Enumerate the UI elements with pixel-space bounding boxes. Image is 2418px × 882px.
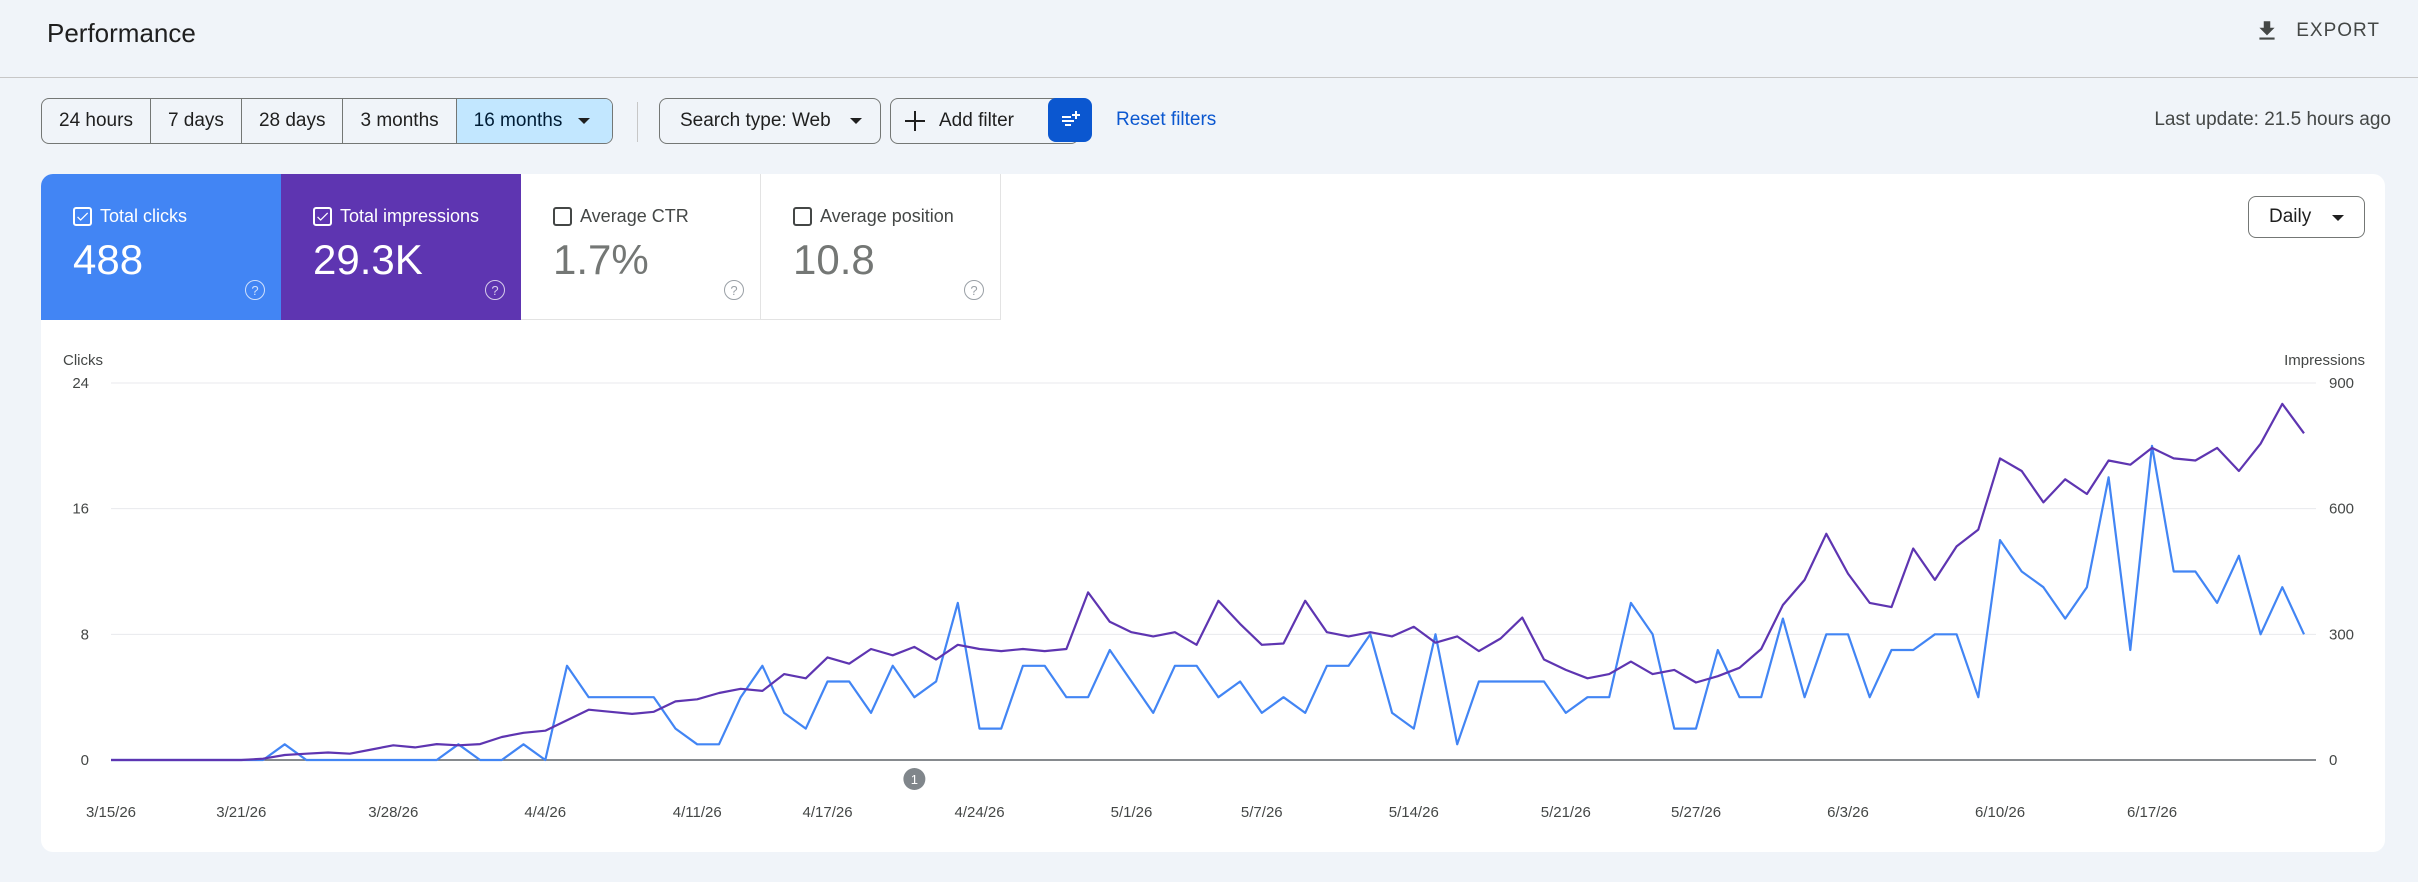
- x-tick-label: 4/17/26: [803, 804, 853, 821]
- divider: [637, 102, 638, 142]
- x-tick-label: 5/27/26: [1671, 804, 1721, 821]
- add-filter-button[interactable]: Add filter: [890, 98, 1079, 144]
- granularity-label: Daily: [2269, 206, 2312, 227]
- annotation-marker: [903, 768, 926, 790]
- metric-value: 1.7%: [553, 236, 649, 283]
- x-tick-label: 3/21/26: [216, 804, 266, 821]
- x-tick-label: 6/3/26: [1827, 804, 1869, 821]
- search-type-dropdown[interactable]: Search type: Web: [659, 98, 881, 144]
- x-tick-label: 4/4/26: [524, 804, 566, 821]
- page-title: Performance: [47, 18, 196, 48]
- caret-down-icon: [850, 118, 862, 124]
- last-update-text: Last update: 21.5 hours ago: [2154, 109, 2391, 130]
- metric-label: Total impressions: [340, 206, 480, 226]
- y2-tick-label: 900: [2329, 375, 2354, 392]
- metric-total-clicks[interactable]: Total clicks 488 ?: [41, 174, 281, 320]
- export-button[interactable]: EXPORT: [2254, 18, 2380, 44]
- y-axis-title-left: Clicks: [63, 352, 103, 369]
- reset-filters-link[interactable]: Reset filters: [1116, 109, 1217, 130]
- range-16-months-label: 16 months: [473, 110, 563, 131]
- y2-tick-label: 300: [2329, 626, 2354, 643]
- range-24-hours[interactable]: 24 hours: [42, 99, 151, 143]
- metric-average-ctr[interactable]: Average CTR 1.7% ?: [521, 174, 761, 320]
- y2-tick-label: 0: [2329, 752, 2337, 769]
- y-tick-label: 8: [81, 626, 89, 643]
- export-label: EXPORT: [2296, 20, 2380, 41]
- metric-value: 10.8: [793, 236, 875, 283]
- x-tick-label: 5/14/26: [1389, 804, 1439, 821]
- range-16-months[interactable]: 16 months: [456, 99, 613, 143]
- x-tick-label: 5/7/26: [1241, 804, 1283, 821]
- filter-bar: 24 hours 7 days 28 days 3 months 16 mont…: [41, 98, 2391, 144]
- x-tick-label: 4/11/26: [673, 804, 722, 821]
- x-tick-label: 6/17/26: [2127, 804, 2177, 821]
- impressions-series-line: [111, 402, 2305, 762]
- plus-icon: [905, 111, 925, 131]
- metric-value: 29.3K: [313, 236, 423, 283]
- help-icon[interactable]: ?: [485, 280, 505, 300]
- check-icon: [317, 212, 329, 221]
- checkbox-checked[interactable]: [73, 207, 92, 226]
- y-tick-label: 16: [72, 501, 89, 518]
- help-icon[interactable]: ?: [245, 280, 265, 300]
- range-3-months[interactable]: 3 months: [343, 99, 457, 143]
- y2-tick-label: 600: [2329, 501, 2354, 518]
- filter-settings-button[interactable]: [1048, 98, 1092, 142]
- metric-value: 488: [73, 236, 144, 283]
- date-range-selector: 24 hours 7 days 28 days 3 months 16 mont…: [41, 98, 614, 144]
- y-tick-label: 24: [72, 375, 89, 392]
- check-icon: [77, 212, 89, 221]
- add-filter-label: Add filter: [939, 110, 1014, 131]
- metric-total-impressions[interactable]: Total impressions 29.3K ?: [281, 174, 521, 320]
- checkbox-unchecked[interactable]: [793, 207, 812, 226]
- metric-label: Average CTR: [580, 206, 689, 226]
- annotation-label: 1: [911, 772, 918, 787]
- caret-down-icon: [578, 118, 591, 124]
- caret-down-icon: [2332, 215, 2344, 221]
- clicks-series-line: [111, 444, 2305, 762]
- granularity-dropdown[interactable]: Daily: [2248, 196, 2365, 238]
- x-tick-label: 6/10/26: [1975, 804, 2025, 821]
- x-tick-label: 5/1/26: [1111, 804, 1153, 821]
- y-tick-label: 0: [81, 752, 89, 769]
- filter-list-icon: [1062, 111, 1080, 126]
- performance-card: Clicks Impressions 0 8 16 24 0 300 600 900 3/15/26…: [41, 174, 2385, 852]
- help-icon[interactable]: ?: [724, 280, 744, 300]
- y-axis-title-right: Impressions: [2284, 352, 2365, 369]
- search-type-label: Search type: Web: [680, 110, 831, 131]
- metric-average-position[interactable]: Average position 10.8 ?: [761, 174, 1001, 320]
- metric-label: Total clicks: [100, 206, 188, 226]
- x-tick-label: 3/15/26: [86, 804, 136, 821]
- metric-tabs: Total clicks 488 ? Total impressions 29.…: [41, 174, 1001, 320]
- checkbox-checked[interactable]: [313, 207, 332, 226]
- help-icon[interactable]: ?: [964, 280, 984, 300]
- range-7-days[interactable]: 7 days: [151, 99, 242, 143]
- download-icon: [2259, 21, 2275, 40]
- checkbox-unchecked[interactable]: [553, 207, 572, 226]
- x-tick-label: 3/28/26: [368, 804, 418, 821]
- metric-label: Average position: [820, 206, 954, 226]
- range-28-days[interactable]: 28 days: [242, 99, 344, 143]
- page-header: Performance EXPORT: [0, 0, 2418, 78]
- x-tick-label: 4/24/26: [954, 804, 1004, 821]
- x-tick-label: 5/21/26: [1541, 804, 1591, 821]
- performance-chart: Clicks Impressions 0 8 16 24 0 300 600 900 3/15/26…: [63, 352, 2365, 821]
